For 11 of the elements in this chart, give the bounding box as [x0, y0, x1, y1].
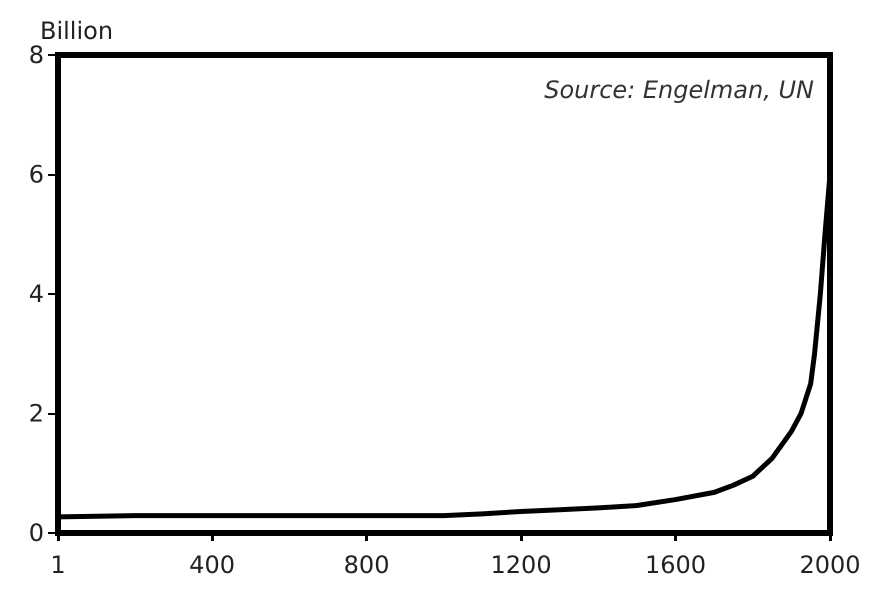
- y-tick-label: 4: [28, 280, 44, 308]
- y-tick-label: 0: [28, 519, 44, 547]
- y-tick-label: 6: [28, 160, 44, 188]
- x-tick-label: 2000: [799, 551, 861, 579]
- x-tick-label: 400: [189, 551, 235, 579]
- annotation: Source: Engelman, UN: [544, 76, 814, 104]
- y-tick-label: 2: [28, 400, 44, 428]
- x-tick-label: 800: [344, 551, 390, 579]
- x-tick-label: 1200: [490, 551, 552, 579]
- x-tick-label: 1600: [644, 551, 706, 579]
- x-tick-label: 1: [50, 551, 66, 579]
